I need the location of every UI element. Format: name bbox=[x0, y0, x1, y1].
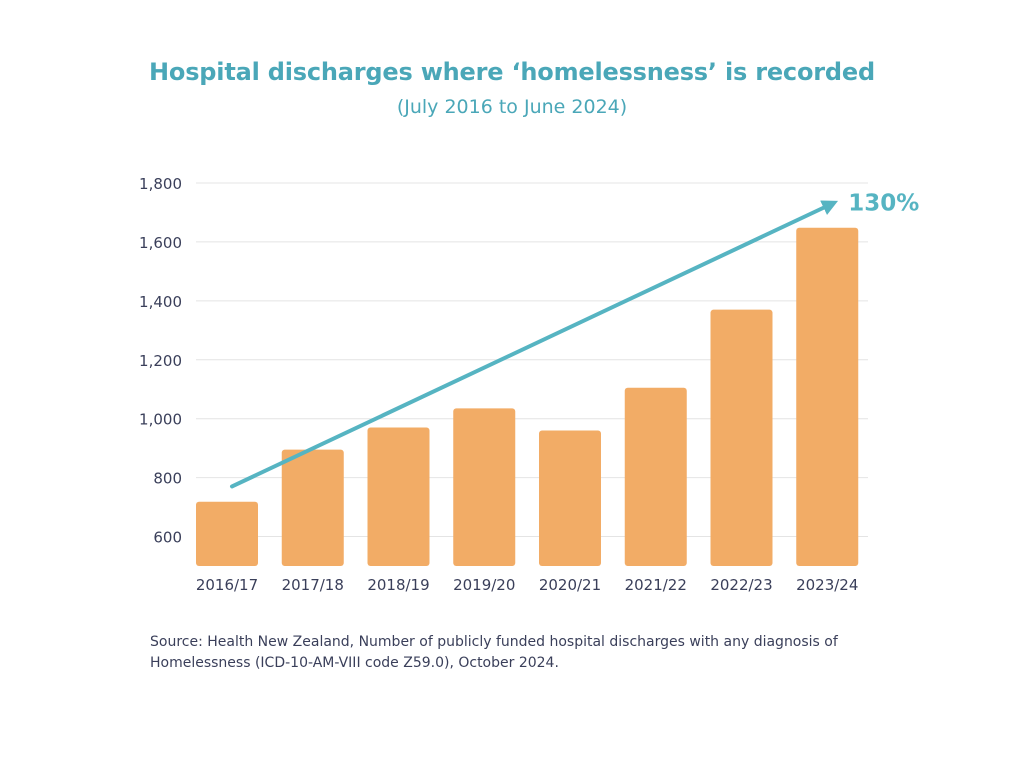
y-tick-label: 1,800 bbox=[139, 175, 182, 193]
bar bbox=[624, 387, 687, 566]
trend-percent-label: 130% bbox=[848, 191, 919, 217]
source-note: Source: Health New Zealand, Number of pu… bbox=[150, 632, 910, 674]
bar bbox=[196, 501, 258, 566]
y-axis-ticks: 600 800 1,000 1,200 1,400 1,600 1,800 bbox=[139, 175, 182, 547]
x-tick-label: 2021/22 bbox=[625, 576, 687, 594]
x-tick-label: 2022/23 bbox=[710, 576, 772, 594]
bar bbox=[453, 408, 516, 566]
trend-arrow bbox=[230, 200, 839, 489]
chart-subtitle: (July 2016 to June 2024) bbox=[396, 96, 628, 118]
chart-title: Hospital discharges where ‘homelessness’… bbox=[149, 58, 875, 86]
bar bbox=[281, 449, 344, 566]
y-tick-label: 1,400 bbox=[139, 293, 182, 311]
y-tick-label: 800 bbox=[153, 470, 182, 488]
x-tick-label: 2016/17 bbox=[196, 576, 258, 594]
bar bbox=[539, 430, 601, 566]
x-tick-label: 2019/20 bbox=[453, 576, 515, 594]
source-line-2: Homelessness (ICD-10-AM-VIII code Z59.0)… bbox=[150, 655, 559, 671]
x-tick-label: 2018/19 bbox=[367, 576, 429, 594]
y-tick-label: 1,600 bbox=[139, 234, 182, 252]
trend-annotation: 130% bbox=[230, 191, 919, 489]
bars bbox=[196, 227, 859, 566]
x-tick-label: 2017/18 bbox=[282, 576, 344, 594]
bar bbox=[710, 309, 773, 566]
x-tick-label: 2020/21 bbox=[539, 576, 601, 594]
y-tick-label: 1,000 bbox=[139, 411, 182, 429]
bar bbox=[796, 227, 859, 566]
y-tick-label: 600 bbox=[153, 529, 182, 547]
x-tick-label: 2023/24 bbox=[796, 576, 858, 594]
y-tick-label: 1,200 bbox=[139, 352, 182, 370]
bar bbox=[367, 427, 430, 566]
source-line-1: Source: Health New Zealand, Number of pu… bbox=[150, 634, 838, 650]
x-axis-ticks: 2016/17 2017/18 2018/19 2019/20 2020/21 2021/… bbox=[196, 576, 859, 594]
